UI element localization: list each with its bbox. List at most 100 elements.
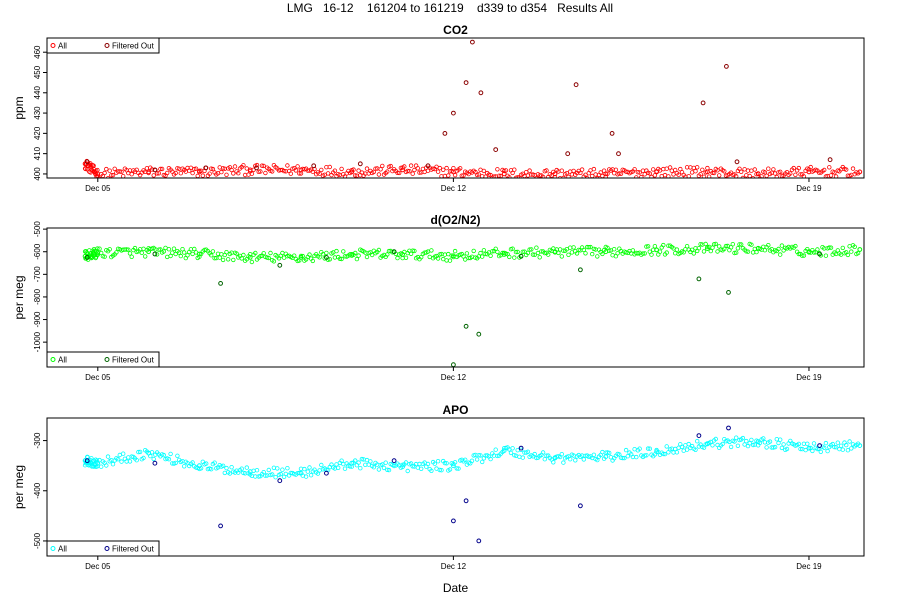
data-point	[476, 331, 482, 337]
point	[532, 451, 537, 457]
point	[437, 252, 442, 257]
point	[788, 171, 793, 176]
point	[566, 252, 571, 257]
point	[307, 465, 312, 470]
point	[644, 453, 649, 458]
point	[717, 244, 722, 249]
point	[767, 439, 773, 444]
data-point	[400, 252, 406, 257]
data-point	[806, 249, 812, 255]
point	[852, 244, 857, 249]
point	[705, 165, 710, 171]
point	[288, 171, 293, 176]
point	[518, 447, 524, 452]
data-point	[705, 169, 710, 175]
point	[219, 169, 224, 175]
point	[190, 460, 195, 465]
point	[303, 474, 309, 479]
data-point	[197, 169, 202, 175]
point	[452, 248, 458, 254]
data-point	[603, 171, 609, 177]
point	[845, 448, 851, 453]
data-point	[827, 157, 833, 163]
data-point	[463, 80, 469, 85]
point	[97, 246, 102, 251]
point	[241, 163, 246, 168]
point	[796, 251, 801, 257]
point	[823, 174, 829, 178]
point	[701, 445, 707, 450]
point	[154, 252, 160, 257]
point	[695, 165, 700, 170]
point	[512, 255, 517, 260]
data-point	[478, 90, 484, 96]
data-point	[400, 167, 406, 173]
point	[595, 254, 600, 259]
point	[507, 175, 512, 178]
data-points	[82, 425, 863, 544]
point	[341, 249, 346, 254]
point	[784, 446, 790, 452]
point	[478, 250, 483, 256]
point	[481, 248, 487, 253]
point	[840, 447, 845, 452]
point	[600, 449, 605, 455]
point	[478, 453, 483, 458]
panel-title: APO	[442, 403, 468, 417]
point	[740, 435, 746, 441]
point	[673, 167, 678, 173]
point	[713, 436, 718, 442]
legend-box	[46, 540, 160, 557]
point	[281, 168, 287, 174]
data-point	[391, 249, 397, 255]
point	[732, 250, 737, 256]
point	[591, 166, 597, 172]
point	[781, 442, 786, 447]
data-point	[247, 469, 253, 475]
point	[256, 474, 261, 479]
point	[225, 257, 231, 262]
point	[266, 255, 271, 261]
point	[395, 255, 400, 261]
series-all	[82, 158, 863, 178]
point	[845, 252, 851, 258]
point	[275, 466, 280, 471]
point	[437, 165, 442, 171]
point	[728, 444, 734, 450]
point	[454, 466, 459, 471]
figure-title: LMG 16-12 161204 to 161219 d339 to d354 …	[286, 1, 614, 15]
point	[493, 447, 498, 452]
point	[801, 174, 807, 178]
point	[429, 248, 434, 253]
legend: All Filtered Out	[46, 351, 160, 368]
point	[405, 468, 410, 474]
point	[778, 169, 783, 174]
point	[380, 163, 385, 169]
point	[674, 450, 680, 455]
point	[474, 457, 480, 462]
data-point	[84, 255, 90, 260]
point	[776, 440, 781, 446]
point	[752, 167, 757, 172]
legend-marker	[104, 357, 110, 362]
data-point	[696, 433, 702, 439]
point	[151, 173, 156, 178]
plot-frame	[46, 417, 865, 557]
point	[317, 171, 322, 176]
x-tick-label: Dec 05	[85, 373, 111, 382]
point	[754, 249, 759, 255]
data-point	[476, 538, 482, 544]
legend-label: Filtered Out	[112, 42, 155, 51]
point	[268, 250, 273, 256]
point	[764, 445, 769, 450]
point	[838, 443, 844, 448]
legend-marker	[50, 43, 56, 48]
legend: All Filtered Out	[46, 37, 160, 54]
series-all	[82, 241, 863, 265]
point	[105, 454, 111, 459]
data-point	[705, 441, 710, 447]
point	[173, 170, 178, 176]
point	[263, 170, 268, 176]
data-point	[552, 249, 558, 255]
point	[337, 256, 343, 261]
